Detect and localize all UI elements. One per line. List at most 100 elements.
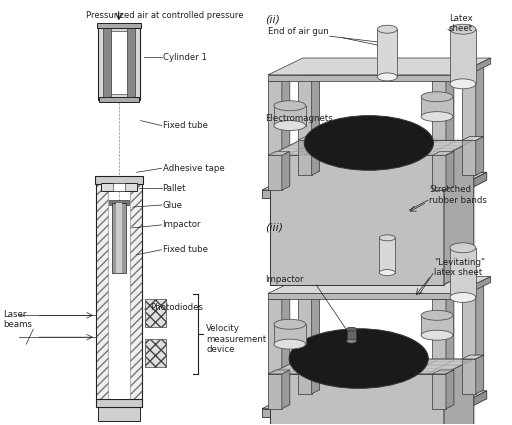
Polygon shape — [476, 62, 484, 141]
Polygon shape — [282, 77, 290, 156]
Text: Electromagnets: Electromagnets — [265, 114, 333, 123]
Polygon shape — [432, 295, 454, 300]
Bar — [96, 399, 142, 407]
Polygon shape — [268, 300, 282, 374]
Polygon shape — [432, 370, 454, 374]
Text: Pressurized air at controlled pressure: Pressurized air at controlled pressure — [86, 11, 243, 20]
Polygon shape — [262, 172, 487, 190]
Polygon shape — [446, 151, 454, 190]
Bar — [144, 300, 166, 327]
Ellipse shape — [274, 339, 306, 349]
Text: Velocity
measurement
device: Velocity measurement device — [206, 324, 267, 354]
Polygon shape — [462, 62, 484, 66]
Text: "Levitating"
latex sheet: "Levitating" latex sheet — [434, 258, 485, 278]
Text: End of air gun: End of air gun — [268, 27, 329, 36]
Polygon shape — [270, 359, 474, 374]
Text: Fixed tube: Fixed tube — [162, 121, 207, 130]
Bar — [98, 407, 140, 421]
Polygon shape — [268, 81, 282, 156]
Ellipse shape — [450, 292, 476, 303]
Polygon shape — [476, 280, 484, 359]
Bar — [116, 203, 122, 272]
Polygon shape — [432, 77, 454, 81]
Polygon shape — [298, 62, 319, 66]
Text: Fixed tube: Fixed tube — [162, 245, 207, 254]
Polygon shape — [268, 58, 490, 75]
Bar — [379, 238, 395, 272]
Polygon shape — [462, 355, 484, 359]
Text: Adhesive tape: Adhesive tape — [162, 164, 224, 173]
Polygon shape — [282, 295, 290, 374]
Bar — [113, 183, 125, 191]
Ellipse shape — [421, 310, 453, 320]
Polygon shape — [462, 136, 484, 141]
Polygon shape — [432, 374, 446, 409]
Polygon shape — [268, 156, 282, 190]
Polygon shape — [262, 190, 452, 198]
Ellipse shape — [450, 24, 476, 34]
Bar — [421, 315, 453, 335]
Bar — [96, 180, 108, 399]
Ellipse shape — [379, 269, 395, 275]
Text: Cylinder 1: Cylinder 1 — [162, 53, 206, 62]
Text: Latex
sheet: Latex sheet — [449, 14, 473, 33]
Polygon shape — [298, 141, 312, 175]
Polygon shape — [476, 136, 484, 175]
Polygon shape — [446, 295, 454, 374]
Polygon shape — [452, 391, 487, 416]
Polygon shape — [268, 374, 282, 409]
Polygon shape — [268, 370, 290, 374]
Polygon shape — [444, 141, 474, 284]
Text: Stretched
rubber bands: Stretched rubber bands — [429, 185, 487, 205]
Ellipse shape — [347, 339, 356, 343]
Polygon shape — [462, 359, 476, 394]
Polygon shape — [462, 66, 476, 141]
Bar — [421, 97, 453, 116]
Polygon shape — [282, 151, 290, 190]
Bar — [347, 329, 356, 341]
Polygon shape — [298, 280, 319, 284]
Polygon shape — [312, 280, 319, 359]
Polygon shape — [270, 156, 444, 284]
Text: (iii): (iii) — [265, 223, 283, 233]
Ellipse shape — [450, 243, 476, 253]
Polygon shape — [432, 151, 454, 156]
Bar — [99, 97, 139, 102]
Ellipse shape — [421, 330, 453, 340]
Ellipse shape — [274, 101, 306, 110]
Bar — [130, 180, 142, 399]
Bar — [103, 25, 111, 100]
Polygon shape — [456, 277, 490, 300]
Text: Glue: Glue — [162, 201, 182, 210]
Polygon shape — [476, 355, 484, 394]
Text: (ii): (ii) — [265, 14, 280, 24]
Bar — [109, 200, 129, 205]
Bar — [274, 106, 306, 125]
Polygon shape — [312, 62, 319, 141]
Ellipse shape — [274, 121, 306, 130]
Text: Pallet: Pallet — [162, 184, 186, 193]
Polygon shape — [452, 172, 487, 198]
Polygon shape — [268, 75, 456, 81]
Ellipse shape — [304, 116, 434, 170]
Polygon shape — [298, 355, 319, 359]
Polygon shape — [298, 66, 312, 141]
Bar — [144, 339, 166, 367]
Polygon shape — [462, 284, 476, 359]
Bar — [112, 203, 126, 272]
Polygon shape — [270, 374, 444, 425]
Ellipse shape — [379, 235, 395, 241]
Text: Impactor: Impactor — [162, 221, 201, 230]
Polygon shape — [446, 77, 454, 156]
Text: Laser
beams: Laser beams — [4, 309, 32, 329]
Bar — [97, 23, 141, 28]
Polygon shape — [268, 277, 490, 294]
Bar — [274, 324, 306, 344]
Bar — [101, 183, 137, 191]
Text: Impactor: Impactor — [265, 275, 304, 284]
Ellipse shape — [347, 327, 356, 331]
Polygon shape — [444, 359, 474, 425]
Bar — [111, 31, 126, 94]
Polygon shape — [312, 355, 319, 394]
Polygon shape — [268, 151, 290, 156]
